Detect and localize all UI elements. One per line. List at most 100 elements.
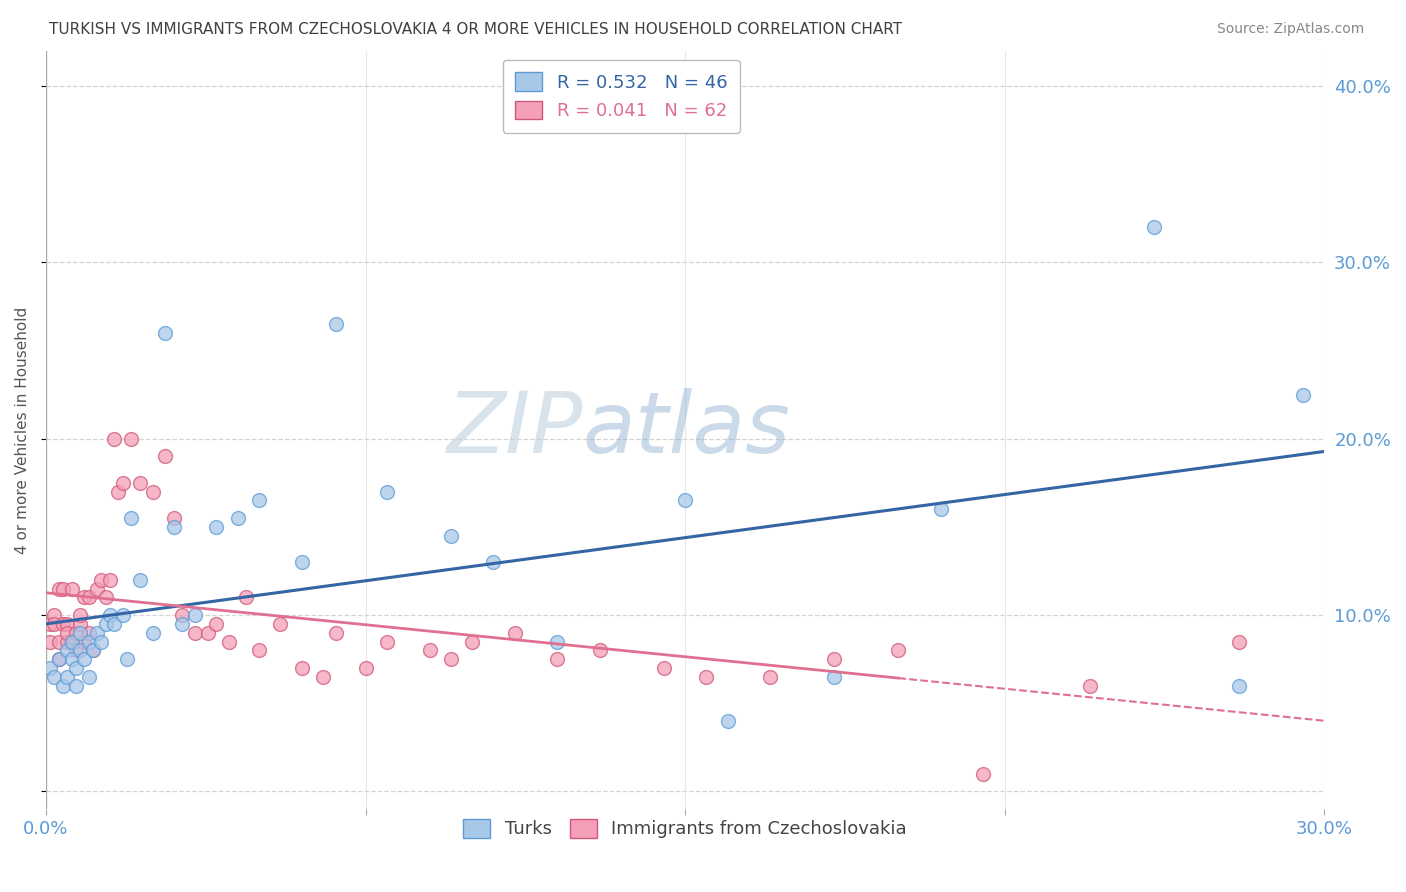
Point bbox=[39, 634, 62, 648]
Point bbox=[172, 608, 194, 623]
Point bbox=[247, 493, 270, 508]
Point bbox=[717, 714, 740, 728]
Point bbox=[44, 608, 66, 623]
Text: Source: ZipAtlas.com: Source: ZipAtlas.com bbox=[1216, 22, 1364, 37]
Point bbox=[375, 634, 398, 648]
Point bbox=[48, 652, 70, 666]
Point bbox=[887, 643, 910, 657]
Point bbox=[155, 326, 177, 340]
Point bbox=[48, 582, 70, 596]
Point bbox=[546, 652, 568, 666]
Point bbox=[218, 634, 240, 648]
Point bbox=[56, 643, 79, 657]
Point bbox=[73, 634, 96, 648]
Point bbox=[440, 652, 463, 666]
Point bbox=[247, 643, 270, 657]
Point bbox=[86, 625, 108, 640]
Point bbox=[197, 625, 219, 640]
Point bbox=[652, 661, 675, 675]
Point bbox=[546, 634, 568, 648]
Point bbox=[163, 511, 186, 525]
Point bbox=[52, 679, 75, 693]
Point bbox=[269, 616, 291, 631]
Point bbox=[60, 582, 83, 596]
Point bbox=[56, 616, 79, 631]
Point bbox=[823, 652, 845, 666]
Point bbox=[354, 661, 377, 675]
Point bbox=[39, 661, 62, 675]
Point bbox=[120, 511, 142, 525]
Point bbox=[235, 591, 257, 605]
Point bbox=[44, 616, 66, 631]
Point bbox=[90, 573, 112, 587]
Point bbox=[98, 573, 121, 587]
Point bbox=[375, 484, 398, 499]
Point bbox=[65, 625, 87, 640]
Point bbox=[111, 475, 134, 490]
Point bbox=[1227, 634, 1250, 648]
Point bbox=[82, 643, 104, 657]
Point bbox=[312, 670, 335, 684]
Point bbox=[73, 652, 96, 666]
Point bbox=[60, 634, 83, 648]
Point bbox=[103, 432, 125, 446]
Point bbox=[94, 591, 117, 605]
Point bbox=[673, 493, 696, 508]
Point bbox=[60, 634, 83, 648]
Point bbox=[90, 634, 112, 648]
Point bbox=[482, 555, 505, 569]
Point bbox=[589, 643, 612, 657]
Point bbox=[44, 670, 66, 684]
Point bbox=[440, 529, 463, 543]
Point bbox=[1143, 220, 1166, 235]
Point bbox=[77, 625, 100, 640]
Point bbox=[823, 670, 845, 684]
Text: ZIP: ZIP bbox=[447, 388, 583, 471]
Point bbox=[141, 484, 163, 499]
Point bbox=[503, 625, 526, 640]
Point bbox=[98, 608, 121, 623]
Point bbox=[39, 616, 62, 631]
Point bbox=[77, 670, 100, 684]
Point bbox=[65, 643, 87, 657]
Point bbox=[291, 661, 314, 675]
Point bbox=[69, 625, 91, 640]
Point bbox=[184, 625, 207, 640]
Point bbox=[205, 616, 228, 631]
Point bbox=[972, 767, 994, 781]
Point bbox=[128, 475, 150, 490]
Point bbox=[52, 616, 75, 631]
Text: TURKISH VS IMMIGRANTS FROM CZECHOSLOVAKIA 4 OR MORE VEHICLES IN HOUSEHOLD CORREL: TURKISH VS IMMIGRANTS FROM CZECHOSLOVAKI… bbox=[49, 22, 903, 37]
Point bbox=[325, 317, 347, 331]
Point bbox=[86, 582, 108, 596]
Point bbox=[69, 616, 91, 631]
Point bbox=[111, 608, 134, 623]
Point bbox=[1227, 679, 1250, 693]
Point bbox=[77, 591, 100, 605]
Point bbox=[115, 652, 138, 666]
Point bbox=[325, 625, 347, 640]
Point bbox=[69, 643, 91, 657]
Point bbox=[65, 661, 87, 675]
Point bbox=[56, 625, 79, 640]
Point bbox=[94, 616, 117, 631]
Point bbox=[120, 432, 142, 446]
Point bbox=[461, 634, 484, 648]
Point bbox=[107, 484, 129, 499]
Point bbox=[82, 643, 104, 657]
Point bbox=[52, 582, 75, 596]
Point bbox=[128, 573, 150, 587]
Point bbox=[226, 511, 249, 525]
Point bbox=[1078, 679, 1101, 693]
Text: atlas: atlas bbox=[583, 388, 792, 471]
Point bbox=[69, 608, 91, 623]
Point bbox=[695, 670, 717, 684]
Point bbox=[205, 520, 228, 534]
Point bbox=[155, 450, 177, 464]
Point bbox=[418, 643, 440, 657]
Point bbox=[73, 591, 96, 605]
Point bbox=[141, 625, 163, 640]
Point bbox=[103, 616, 125, 631]
Point bbox=[172, 616, 194, 631]
Point bbox=[1292, 387, 1315, 401]
